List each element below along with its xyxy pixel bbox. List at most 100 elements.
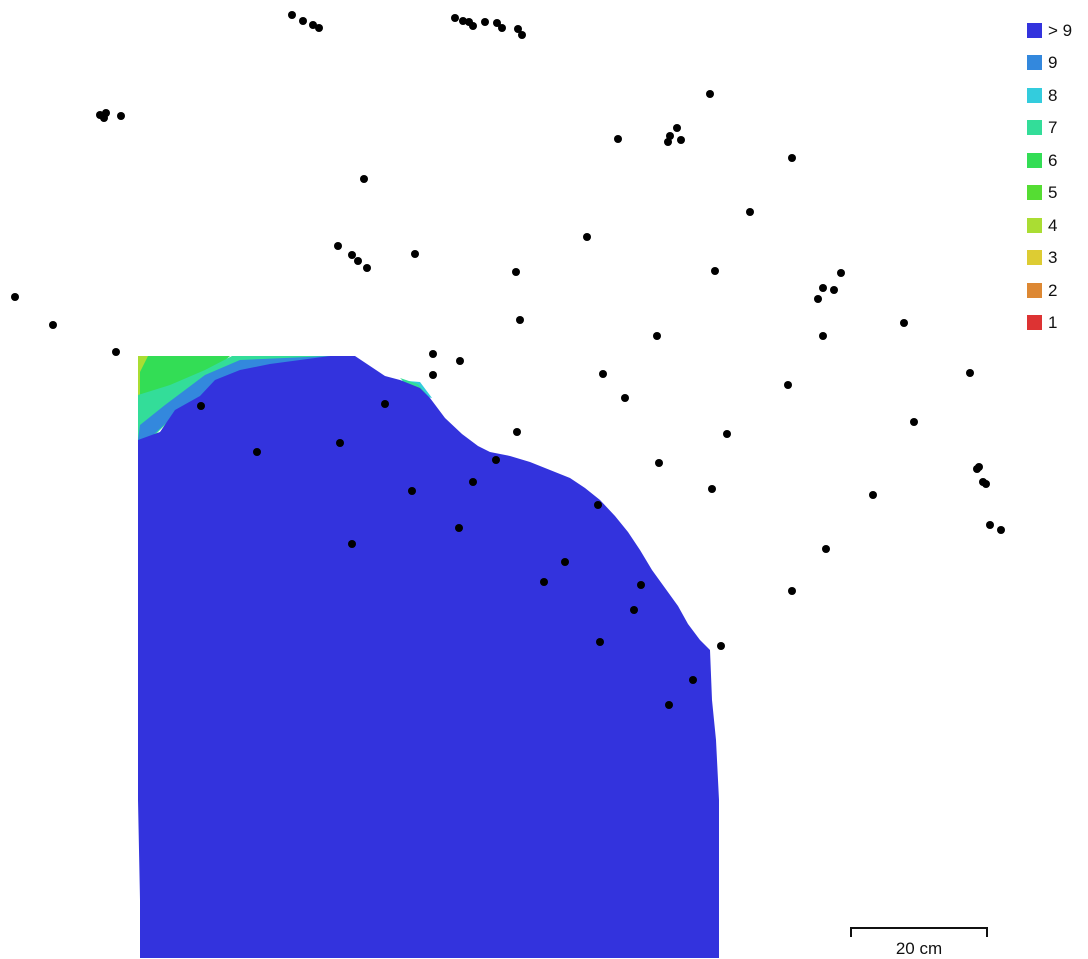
camera-point [513,428,521,436]
legend-label: 6 [1048,150,1058,170]
legend-label: 9 [1048,53,1058,73]
camera-point [481,18,489,26]
camera-point [197,402,205,410]
legend-swatch [1027,315,1042,331]
camera-point [788,587,796,595]
camera-point [819,332,827,340]
camera-point [514,25,522,33]
camera-point [630,606,638,614]
camera-point [711,267,719,275]
legend-item: 6 [1027,144,1072,177]
legend-label: 5 [1048,183,1058,203]
legend-item: > 9 [1027,14,1072,47]
camera-point [102,109,110,117]
camera-point [455,524,463,532]
camera-point [723,430,731,438]
camera-point [117,112,125,120]
camera-point [822,545,830,553]
camera-point [784,381,792,389]
camera-point [336,439,344,447]
camera-point [837,269,845,277]
camera-point [381,400,389,408]
legend-label: 2 [1048,280,1058,300]
camera-point [561,558,569,566]
camera-point [309,21,317,29]
legend-swatch [1027,282,1042,298]
camera-point [869,491,877,499]
camera-point [493,19,501,27]
camera-point [637,581,645,589]
camera-point [498,24,506,32]
legend-item: 2 [1027,274,1072,307]
camera-point [621,394,629,402]
camera-point [665,701,673,709]
legend-swatch [1027,185,1042,201]
legend-item: 7 [1027,112,1072,145]
camera-point [408,487,416,495]
legend-label: 8 [1048,85,1058,105]
camera-point [516,316,524,324]
camera-point [288,11,296,19]
camera-point [429,371,437,379]
legend-swatch [1027,120,1042,136]
camera-point [986,521,994,529]
camera-point [997,526,1005,534]
camera-point [819,284,827,292]
legend-item: 9 [1027,47,1072,80]
camera-point [982,480,990,488]
camera-point [492,456,500,464]
camera-point [299,17,307,25]
camera-point [360,175,368,183]
legend-swatch [1027,152,1042,168]
camera-point [596,638,604,646]
legend-swatch [1027,217,1042,233]
legend-swatch [1027,55,1042,71]
camera-point [348,251,356,259]
camera-point [788,154,796,162]
camera-point [664,138,672,146]
camera-point [112,348,120,356]
camera-point [518,31,526,39]
camera-point [512,268,520,276]
camera-point [451,14,459,22]
camera-point [975,463,983,471]
camera-point [966,369,974,377]
camera-point [363,264,371,272]
camera-point [746,208,754,216]
camera-point [677,136,685,144]
camera-point [599,370,607,378]
camera-point [348,540,356,548]
camera-point [830,286,838,294]
scale-bar-label: 20 cm [895,939,943,958]
legend-swatch [1027,250,1042,266]
camera-point [429,350,437,358]
camera-point [706,90,714,98]
camera-point [11,293,19,301]
scale-bar-line [850,927,988,937]
camera-point [49,321,57,329]
legend-item: 1 [1027,307,1072,340]
legend-item: 3 [1027,242,1072,275]
legend-label: > 9 [1048,20,1073,40]
camera-point [469,478,477,486]
camera-point [253,448,261,456]
camera-point [334,242,342,250]
camera-point [411,250,419,258]
camera-point [594,501,602,509]
legend-swatch [1027,22,1042,38]
overlap-region-high [138,356,719,958]
legend-item: 8 [1027,79,1072,112]
camera-point [469,22,477,30]
camera-point [814,295,822,303]
camera-point [900,319,908,327]
legend-label: 4 [1048,215,1058,235]
camera-point [583,233,591,241]
camera-point [910,418,918,426]
camera-point [655,459,663,467]
camera-point [614,135,622,143]
camera-point [354,257,362,265]
legend-label: 3 [1048,248,1058,268]
camera-point [673,124,681,132]
legend-label: 7 [1048,118,1058,138]
